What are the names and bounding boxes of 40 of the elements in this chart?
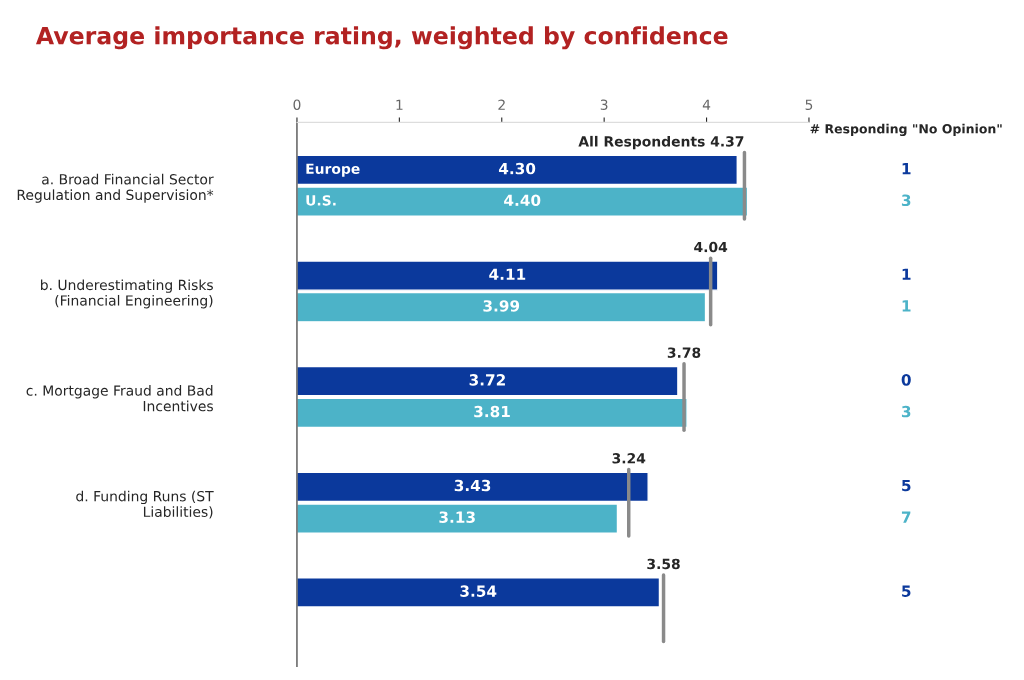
- x-tick-label: 3: [600, 99, 608, 110]
- ref-line-label: 3.24: [612, 453, 646, 464]
- ref-line-label: 3.78: [667, 347, 701, 358]
- text: # Responding "No Opinion": [810, 123, 1002, 136]
- ref-line-label: 3.58: [647, 558, 680, 570]
- text: 3: [901, 405, 911, 418]
- x-tick-label: 0: [293, 99, 301, 110]
- text: 0: [901, 374, 911, 386]
- text: 7: [901, 511, 911, 523]
- data-label: 3.81: [474, 405, 510, 418]
- bar: [296, 577, 661, 608]
- ref-line-label: All Respondents 4.37: [578, 135, 744, 150]
- text: 3: [901, 194, 911, 207]
- data-label: 3.72: [469, 374, 505, 386]
- text: 1: [902, 163, 911, 175]
- series-label: Europe: [306, 163, 360, 177]
- data-label: 3.43: [454, 479, 491, 492]
- data-label: 4.11: [489, 268, 526, 280]
- x-tick-label: 1: [396, 99, 403, 110]
- y-tick-label: c. Mortgage Fraud and Bad Incentives: [26, 385, 213, 412]
- x-tick-label: 2: [498, 99, 505, 110]
- y-tick-label: b. Underestimating Risks (Financial Engineering): [41, 279, 213, 309]
- text: 5: [902, 479, 911, 492]
- bar: [296, 365, 679, 397]
- data-label: 3.99: [483, 300, 520, 312]
- data-label: 3.13: [439, 511, 475, 523]
- y-tick-label: d. Funding Runs (ST Liabilities): [76, 490, 214, 519]
- chart-title: Average importance rating, weighted by confidence: [35, 26, 728, 50]
- text: 1: [902, 268, 911, 280]
- data-label: 4.30: [498, 162, 536, 175]
- ref-line-label: 4.04: [694, 241, 728, 253]
- x-tick-label: 4: [702, 99, 711, 110]
- x-tick-label: 5: [805, 99, 813, 110]
- data-label: 4.40: [504, 194, 541, 207]
- y-tick-label: a. Broad Financial Sector Regulation and Supervision*: [17, 173, 214, 203]
- data-label: 3.54: [460, 585, 497, 597]
- series-label: U.S.: [306, 195, 336, 206]
- text: 1: [902, 300, 911, 312]
- text: 5: [902, 585, 911, 597]
- bar: [296, 397, 688, 429]
